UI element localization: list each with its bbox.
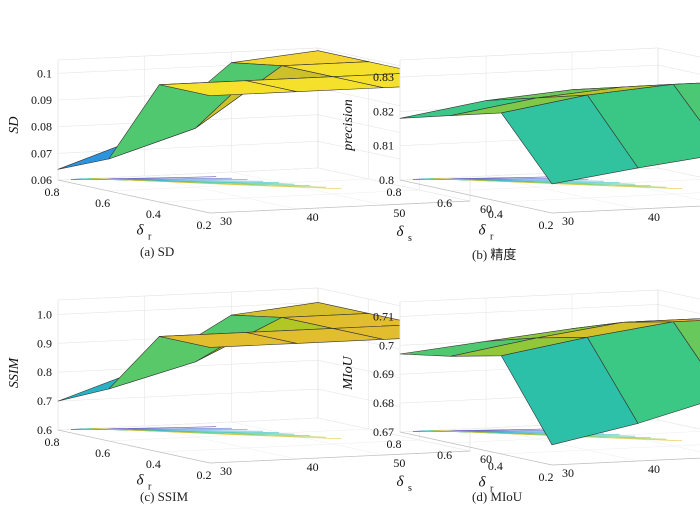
z-tick-label: 0.82 <box>373 104 394 118</box>
z-axis-label: SD <box>7 116 22 133</box>
y-tick-label: 40 <box>307 460 319 474</box>
x-tick-label: 0.2 <box>539 470 554 484</box>
contour-line <box>94 427 342 440</box>
surface-chart-3: 0.67 0.68 0.69 0.7 0.71 0.8 0.6 0.4 0.2 30 40 50 60 M… <box>341 289 700 495</box>
z-axis-label: SSIM <box>7 357 22 389</box>
surface-patch <box>500 94 639 185</box>
x-tick-label: 0.2 <box>197 218 212 232</box>
floor-grid <box>57 417 319 431</box>
surface-patch <box>500 336 639 446</box>
y-axis-label: δ <box>397 224 405 240</box>
floor-grid <box>657 419 700 430</box>
z-tick-label: 0.06 <box>31 173 52 187</box>
caption-b: (b) 精度 <box>472 247 517 262</box>
y-tick-label: 40 <box>648 210 660 224</box>
z-tick-label: 0.7 <box>379 338 394 352</box>
floor-grid <box>571 171 700 201</box>
x-tick-label: 0.6 <box>437 448 452 462</box>
y-tick-label: 30 <box>220 464 232 478</box>
x-axis-label: δ <box>479 475 487 491</box>
x-tick-label: 0.8 <box>45 185 60 199</box>
y-tick-label: 40 <box>648 462 660 476</box>
x-tick-label: 0.8 <box>387 185 402 199</box>
x-tick-label: 0.4 <box>488 207 503 221</box>
z-tick-label: 1.0 <box>37 307 52 321</box>
x-tick-label: 0.8 <box>387 437 402 451</box>
x-axis-label: δ <box>137 473 145 489</box>
caption-c: (c) SSIM <box>140 489 189 504</box>
floor-grid <box>317 417 471 452</box>
y-tick-label: 30 <box>562 214 574 228</box>
y-axis-label-sub: s <box>408 233 412 244</box>
x-axis-label: δ <box>137 223 145 239</box>
z-axis-label: MIoU <box>341 355 356 390</box>
floor-grid <box>317 167 471 202</box>
floor-grid <box>159 189 420 203</box>
z-tick-label: 0.8 <box>37 365 52 379</box>
z-tick-label: 0.81 <box>373 139 394 153</box>
x-tick-label: 0.8 <box>45 435 60 449</box>
z-tick-label: 0.67 <box>373 425 394 439</box>
floor-grid <box>159 439 420 453</box>
surface-patch <box>159 80 298 96</box>
caption-a: (a) SD <box>140 244 175 259</box>
contour-line <box>435 177 683 190</box>
floor-edge <box>57 429 471 464</box>
floor-grid <box>501 192 700 203</box>
x-axis-label-sub: r <box>490 484 494 495</box>
x-tick-label: 0.6 <box>95 446 110 460</box>
floor-grid <box>57 167 319 181</box>
floor-edge <box>399 179 700 214</box>
floor-edge <box>57 179 471 214</box>
contour-line <box>94 177 342 190</box>
z-tick-label: 0.68 <box>373 396 394 410</box>
floor-edge <box>399 431 700 466</box>
caption-d: (d) MIoU <box>472 489 523 504</box>
x-tick-label: 0.2 <box>539 218 554 232</box>
z-tick-label: 0.7 <box>37 394 52 408</box>
x-tick-label: 0.6 <box>437 196 452 210</box>
x-axis-label: δ <box>479 223 487 239</box>
floor-grid <box>657 167 700 178</box>
z-tick-label: 0.6 <box>37 423 52 437</box>
z-tick-label: 0.9 <box>37 336 52 350</box>
x-tick-label: 0.6 <box>95 196 110 210</box>
x-tick-label: 0.4 <box>146 207 161 221</box>
z-tick-label: 0.09 <box>31 93 52 107</box>
x-tick-label: 0.4 <box>146 457 161 471</box>
y-tick-label: 40 <box>307 210 319 224</box>
z-tick-label: 0.07 <box>31 146 52 160</box>
z-tick-label: 0.08 <box>31 120 52 134</box>
z-tick-label: 0.69 <box>373 367 394 381</box>
x-tick-label: 0.4 <box>488 459 503 473</box>
y-tick-label: 30 <box>562 466 574 480</box>
z-axis-label: precision <box>341 99 356 152</box>
y-tick-label: 50 <box>393 456 405 470</box>
y-axis-label: δ <box>397 474 405 490</box>
y-tick-label: 50 <box>393 206 405 220</box>
z-tick-label: 0.8 <box>379 173 394 187</box>
y-tick-label: 30 <box>220 214 232 228</box>
x-axis-label-sub: r <box>148 482 152 493</box>
z-tick-label: 0.71 <box>373 309 394 323</box>
floor-grid <box>501 444 700 455</box>
x-axis-label-sub: r <box>490 232 494 243</box>
z-tick-label: 0.83 <box>373 70 394 84</box>
y-tick-label: 60 <box>480 202 492 216</box>
surface-patch <box>159 332 298 348</box>
x-tick-label: 0.2 <box>197 468 212 482</box>
surface-chart-1: 0.8 0.81 0.82 0.83 0.8 0.6 0.4 0.2 30 40 50 60 preci… <box>341 47 700 243</box>
x-axis-label-sub: r <box>148 232 152 243</box>
y-axis-label-sub: s <box>408 483 412 494</box>
y-tick-label: 60 <box>480 452 492 466</box>
z-tick-label: 0.1 <box>37 66 52 80</box>
floor-grid <box>231 421 384 456</box>
floor-grid <box>231 171 384 206</box>
